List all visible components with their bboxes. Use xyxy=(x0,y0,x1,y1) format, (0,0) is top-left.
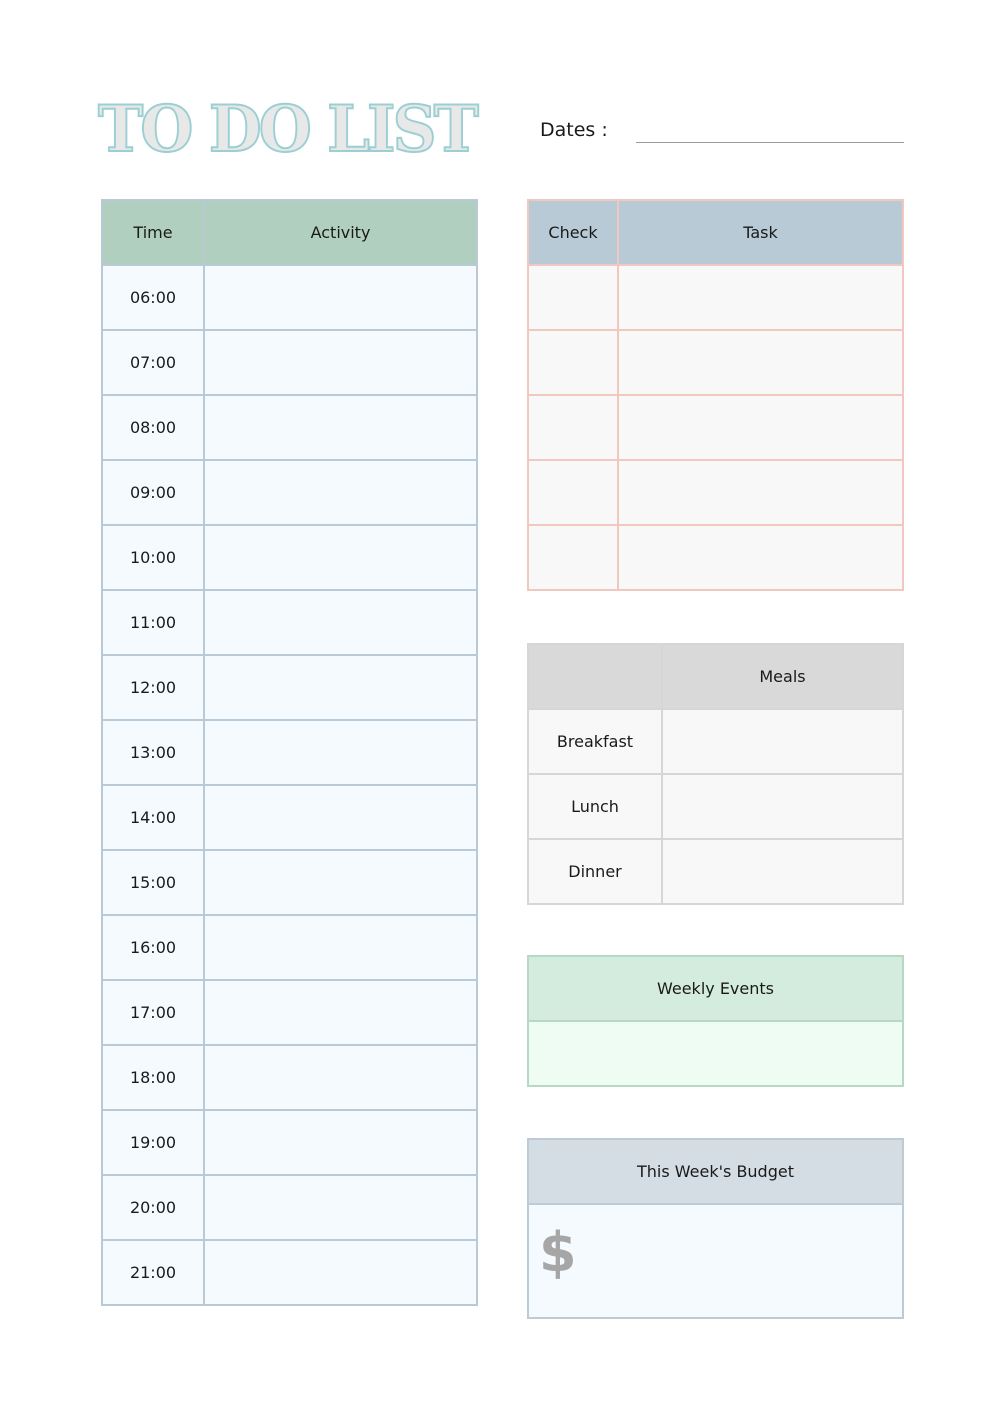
activity-cell[interactable] xyxy=(203,459,478,526)
dates-input-line[interactable] xyxy=(636,142,904,143)
meals-header: Meals xyxy=(661,643,904,710)
activity-cell[interactable] xyxy=(203,329,478,396)
meals-corner xyxy=(527,643,663,710)
check-cell[interactable] xyxy=(527,524,619,591)
meal-row: Lunch xyxy=(527,773,904,840)
time-cell: 21:00 xyxy=(101,1239,205,1306)
schedule-row: 17:00 xyxy=(101,979,478,1046)
schedule-table: Time Activity 06:00 07:00 08:00 09:00 10:00 1… xyxy=(101,199,478,1306)
schedule-row: 06:00 xyxy=(101,264,478,331)
activity-cell[interactable] xyxy=(203,1239,478,1306)
time-cell: 10:00 xyxy=(101,524,205,591)
activity-header: Activity xyxy=(203,199,478,266)
activity-cell[interactable] xyxy=(203,264,478,331)
schedule-row: 16:00 xyxy=(101,914,478,981)
dates-label: Dates : xyxy=(540,119,608,141)
meal-label: Lunch xyxy=(527,773,663,840)
activity-cell[interactable] xyxy=(203,394,478,461)
time-cell: 17:00 xyxy=(101,979,205,1046)
task-cell[interactable] xyxy=(617,264,904,331)
check-cell[interactable] xyxy=(527,329,619,396)
time-cell: 19:00 xyxy=(101,1109,205,1176)
weekly-events-header: Weekly Events xyxy=(527,955,904,1022)
page-title: TO DO LIST xyxy=(97,91,480,168)
dollar-icon: $ xyxy=(539,1221,577,1284)
meal-cell[interactable] xyxy=(661,773,904,840)
meal-cell[interactable] xyxy=(661,838,904,905)
time-header: Time xyxy=(101,199,205,266)
schedule-row: 07:00 xyxy=(101,329,478,396)
time-cell: 12:00 xyxy=(101,654,205,721)
weekly-events-cell[interactable] xyxy=(527,1020,904,1087)
task-row xyxy=(527,524,904,591)
activity-cell[interactable] xyxy=(203,784,478,851)
time-cell: 07:00 xyxy=(101,329,205,396)
task-cell[interactable] xyxy=(617,329,904,396)
activity-cell[interactable] xyxy=(203,979,478,1046)
schedule-row: 21:00 xyxy=(101,1239,478,1306)
schedule-row: 15:00 xyxy=(101,849,478,916)
schedule-row: 11:00 xyxy=(101,589,478,656)
budget-header: This Week's Budget xyxy=(527,1138,904,1205)
meal-row: Breakfast xyxy=(527,708,904,775)
activity-cell[interactable] xyxy=(203,1109,478,1176)
time-cell: 13:00 xyxy=(101,719,205,786)
task-row xyxy=(527,394,904,461)
meal-row: Dinner xyxy=(527,838,904,905)
activity-cell[interactable] xyxy=(203,589,478,656)
check-cell[interactable] xyxy=(527,459,619,526)
task-table: Check Task xyxy=(527,199,904,591)
task-header: Task xyxy=(617,199,904,266)
time-cell: 09:00 xyxy=(101,459,205,526)
activity-cell[interactable] xyxy=(203,654,478,721)
budget-cell[interactable]: $ xyxy=(527,1203,904,1319)
schedule-row: 09:00 xyxy=(101,459,478,526)
meal-cell[interactable] xyxy=(661,708,904,775)
time-cell: 11:00 xyxy=(101,589,205,656)
activity-cell[interactable] xyxy=(203,524,478,591)
task-row xyxy=(527,264,904,331)
time-cell: 15:00 xyxy=(101,849,205,916)
activity-cell[interactable] xyxy=(203,849,478,916)
schedule-row: 18:00 xyxy=(101,1044,478,1111)
activity-cell[interactable] xyxy=(203,1044,478,1111)
task-row xyxy=(527,329,904,396)
schedule-row: 08:00 xyxy=(101,394,478,461)
check-cell[interactable] xyxy=(527,394,619,461)
task-row xyxy=(527,459,904,526)
budget-table: This Week's Budget $ xyxy=(527,1138,904,1319)
meals-table: Meals Breakfast Lunch Dinner xyxy=(527,643,904,905)
meal-label: Dinner xyxy=(527,838,663,905)
time-cell: 08:00 xyxy=(101,394,205,461)
schedule-row: 10:00 xyxy=(101,524,478,591)
weekly-events-table: Weekly Events xyxy=(527,955,904,1087)
schedule-row: 13:00 xyxy=(101,719,478,786)
time-cell: 18:00 xyxy=(101,1044,205,1111)
schedule-row: 14:00 xyxy=(101,784,478,851)
task-cell[interactable] xyxy=(617,524,904,591)
task-cell[interactable] xyxy=(617,394,904,461)
time-cell: 06:00 xyxy=(101,264,205,331)
meal-label: Breakfast xyxy=(527,708,663,775)
check-cell[interactable] xyxy=(527,264,619,331)
time-cell: 14:00 xyxy=(101,784,205,851)
schedule-row: 12:00 xyxy=(101,654,478,721)
check-header: Check xyxy=(527,199,619,266)
task-cell[interactable] xyxy=(617,459,904,526)
activity-cell[interactable] xyxy=(203,914,478,981)
activity-cell[interactable] xyxy=(203,1174,478,1241)
activity-cell[interactable] xyxy=(203,719,478,786)
time-cell: 20:00 xyxy=(101,1174,205,1241)
time-cell: 16:00 xyxy=(101,914,205,981)
schedule-row: 19:00 xyxy=(101,1109,478,1176)
schedule-row: 20:00 xyxy=(101,1174,478,1241)
